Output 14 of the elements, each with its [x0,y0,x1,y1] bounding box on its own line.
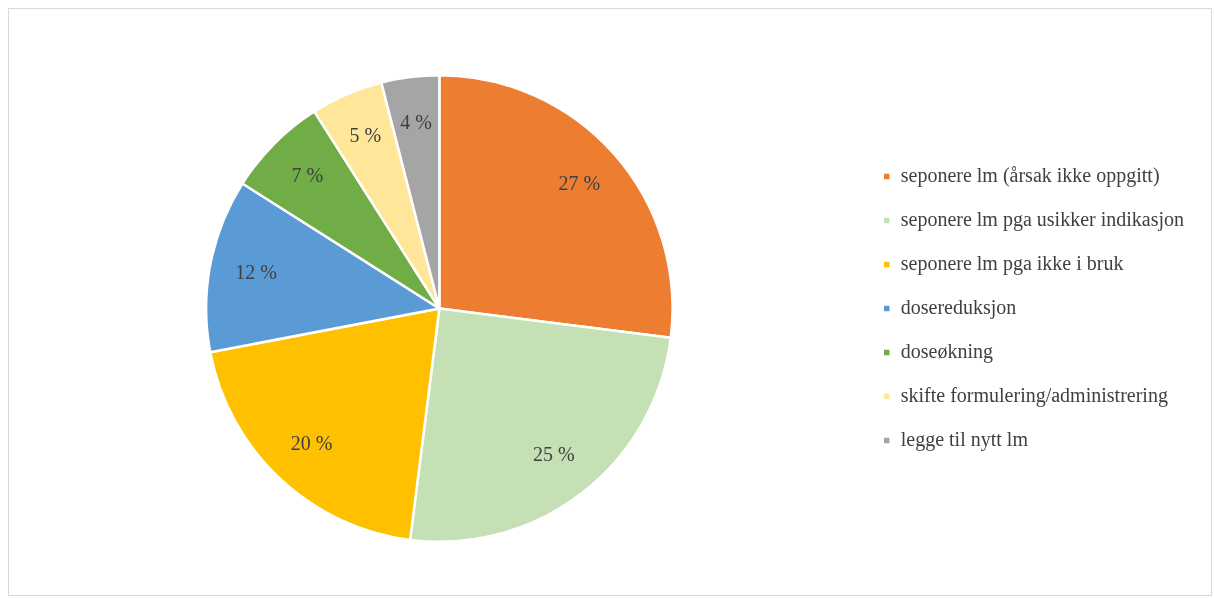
data-label: 25 % [532,443,575,466]
data-label: 7 % [291,163,324,186]
legend-label: seponere lm pga usikker indikasjon [900,207,1185,231]
legend-label: seponere lm pga ikke i bruk [900,251,1124,275]
data-label: 5 % [349,124,382,147]
legend-label: skifte formulering/administrering [900,383,1168,407]
legend-label: dosereduksjon [900,295,1017,319]
data-label: 20 % [290,431,333,454]
legend-label: legge til nytt lm [900,427,1029,451]
data-label: 27 % [558,172,601,195]
legend-label: doseøkning [900,339,993,363]
legend-label: seponere lm (årsak ikke oppgitt) [900,163,1160,187]
data-label: 12 % [235,260,277,283]
data-label: 4 % [400,110,432,133]
